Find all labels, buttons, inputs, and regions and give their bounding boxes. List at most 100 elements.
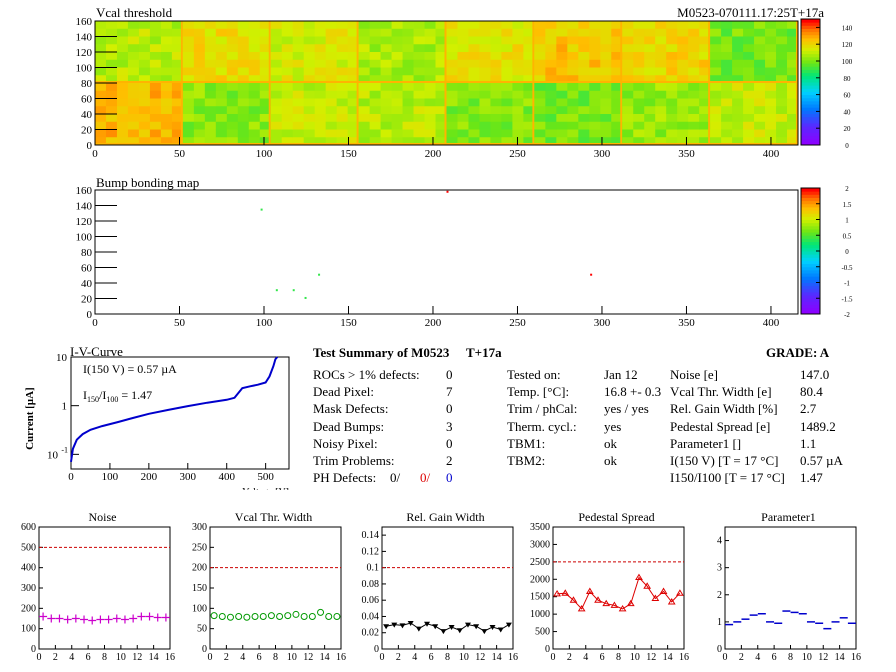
vcal-cell xyxy=(754,75,766,84)
vcal-cell xyxy=(424,52,436,61)
vcal-cell xyxy=(336,75,349,84)
vcal-cell xyxy=(644,90,656,99)
vcal-cell xyxy=(501,121,513,130)
vcal-cell xyxy=(204,59,217,68)
vcal-cell xyxy=(787,129,799,138)
vcal-cell xyxy=(534,90,546,99)
vcal-cell xyxy=(281,59,294,68)
vcal-cell xyxy=(710,83,722,92)
small-y-tick-label: 150 xyxy=(192,583,207,594)
vcal-cell xyxy=(501,114,513,123)
vcal-cell xyxy=(160,67,173,76)
vcal-cell xyxy=(171,137,184,146)
data-point xyxy=(226,613,234,621)
vcal-cell xyxy=(270,114,283,123)
small-y-tick-label: 2000 xyxy=(530,574,550,585)
vcal-cell xyxy=(787,52,799,61)
vcal-cell xyxy=(512,52,524,61)
vcal-cell xyxy=(259,21,272,30)
small-y-tick-label: 300 xyxy=(192,522,207,533)
vcal-cell xyxy=(303,59,316,68)
vcal-cell xyxy=(391,121,403,130)
vcal-cell xyxy=(105,121,118,130)
vcal-cell xyxy=(633,83,645,92)
vcal-cell xyxy=(336,21,349,30)
vcal-cell xyxy=(160,98,173,107)
vcal-cell xyxy=(380,106,392,115)
vcal-cell xyxy=(149,59,162,68)
vcal-cell xyxy=(787,114,799,123)
vcal-cell xyxy=(402,44,414,53)
vcal-cell xyxy=(754,28,766,37)
data-point xyxy=(383,624,390,630)
vcal-cell xyxy=(457,52,469,61)
vcal-cell xyxy=(259,59,272,68)
vcal-cell xyxy=(721,67,733,76)
vcal-cell xyxy=(611,44,623,53)
vcal-cell xyxy=(325,137,338,146)
vcal-cell xyxy=(688,98,700,107)
vcal-cell xyxy=(369,106,381,115)
vcal-cell xyxy=(666,75,678,84)
x-tick-label: 300 xyxy=(594,317,611,329)
vcal-cell xyxy=(292,98,305,107)
vcal-cell xyxy=(116,21,129,30)
vcal-cell xyxy=(95,106,107,115)
vcal-cell xyxy=(600,137,612,146)
vcal-cell xyxy=(732,98,744,107)
vcal-cell xyxy=(138,75,151,84)
vcal-cell xyxy=(347,28,360,37)
small-x-tick-label: 6 xyxy=(86,652,91,663)
small-y-tick-label: 1500 xyxy=(530,592,550,603)
vcal-cell xyxy=(215,59,228,68)
vcal-cell xyxy=(534,75,546,84)
vcal-cell xyxy=(138,121,151,130)
vcal-cell xyxy=(193,75,206,84)
vcal-cell xyxy=(281,75,294,84)
iv-x-tick-label: 0 xyxy=(68,471,74,483)
vcal-cell xyxy=(171,67,184,76)
small-x-tick-label: 8 xyxy=(445,652,450,663)
vcal-cell xyxy=(688,67,700,76)
colorbar-cell xyxy=(801,206,820,211)
data-point xyxy=(676,589,684,596)
vcal-cell xyxy=(622,28,634,37)
small-x-tick-label: 14 xyxy=(492,652,502,663)
small-x-tick-label: 10 xyxy=(630,652,640,663)
vcal-cell xyxy=(721,114,733,123)
vcal-cell xyxy=(138,83,151,92)
small-y-tick-label: 0.1 xyxy=(367,563,380,574)
vcal-cell xyxy=(259,52,272,61)
colorbar-cell xyxy=(801,107,820,111)
vcal-cell xyxy=(446,28,458,37)
vcal-cell xyxy=(545,28,557,37)
vcal-cell xyxy=(765,21,777,30)
vcal-cell xyxy=(589,90,601,99)
vcal-cell xyxy=(391,90,403,99)
vcal-cell xyxy=(567,98,579,107)
vcal-cell xyxy=(776,106,788,115)
vcal-cell xyxy=(237,36,250,45)
vcal-cell xyxy=(336,137,349,146)
vcal-cell xyxy=(314,114,327,123)
vcal-cell xyxy=(754,36,766,45)
data-point xyxy=(88,616,97,625)
small-x-tick-label: 2 xyxy=(396,652,401,663)
colorbar-cell xyxy=(801,203,820,208)
vcal-cell xyxy=(710,129,722,138)
vcal-cell xyxy=(688,114,700,123)
vcal-cell xyxy=(578,114,590,123)
colorbar-cell xyxy=(801,91,820,96)
vcal-cell xyxy=(358,137,371,146)
vcal-cell xyxy=(446,21,458,30)
vcal-cell xyxy=(336,83,349,92)
vcal-cell xyxy=(468,21,480,30)
colorbar-cell xyxy=(801,31,820,36)
vcal-cell xyxy=(127,98,140,107)
vcal-cell xyxy=(633,106,645,115)
colorbar-cell xyxy=(801,238,820,243)
vcal-cell xyxy=(666,106,678,115)
bump-hit xyxy=(275,289,278,292)
vcal-cell xyxy=(776,90,788,99)
bump-hit xyxy=(318,273,321,276)
